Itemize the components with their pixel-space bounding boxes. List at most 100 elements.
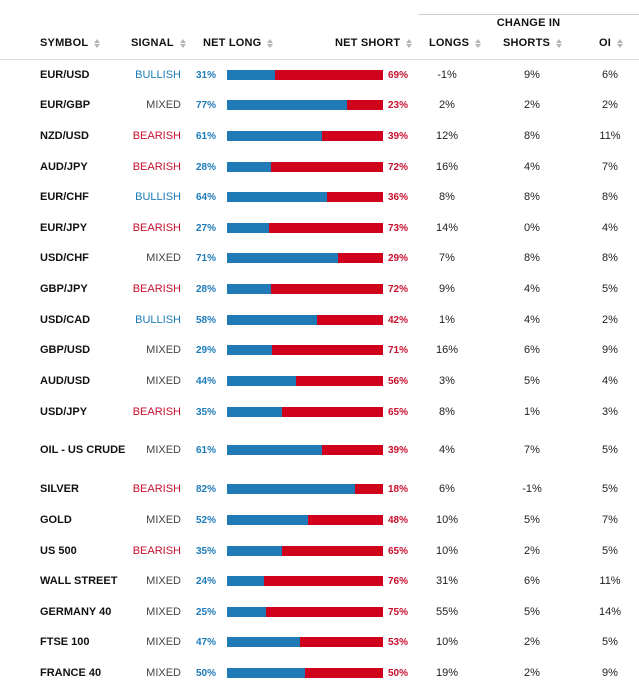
oi-change-cell: 7% [602, 161, 618, 173]
symbol-cell[interactable]: AUD/JPY [40, 161, 88, 173]
symbol-cell[interactable]: FTSE 100 [40, 636, 90, 648]
sentiment-bar [227, 223, 383, 233]
sort-icon[interactable] [406, 38, 413, 48]
oi-change-cell: 8% [602, 191, 618, 203]
table-row[interactable]: FTSE 100 MIXED 47% 53% 10% 2% 5% [0, 627, 639, 657]
oi-change-cell: 4% [602, 222, 618, 234]
net-long-fill [227, 515, 309, 525]
oi-change-cell: 5% [602, 283, 618, 295]
sentiment-bar [227, 637, 383, 647]
table-row[interactable]: AUD/JPY BEARISH 28% 72% 16% 4% 7% [0, 152, 639, 182]
table-row[interactable]: OIL - US CRUDE MIXED 61% 39% 4% 7% 5% [0, 430, 639, 470]
table-row[interactable]: EUR/GBP MIXED 77% 23% 2% 2% 2% [0, 90, 639, 120]
net-long-cell: 52% [195, 514, 216, 526]
header-net-short[interactable]: NET SHORT [335, 35, 413, 51]
table-row[interactable]: FRANCE 40 MIXED 50% 50% 19% 2% 9% [0, 658, 639, 688]
sort-icon[interactable] [617, 38, 624, 48]
sort-icon[interactable] [556, 38, 563, 48]
symbol-cell[interactable]: NZD/USD [40, 130, 89, 142]
sentiment-bar [227, 546, 383, 556]
symbol-cell[interactable]: EUR/JPY [40, 222, 88, 234]
symbol-cell[interactable]: GERMANY 40 [40, 606, 112, 618]
header-net-long-label: NET LONG [203, 37, 262, 49]
oi-change-cell: 8% [602, 252, 618, 264]
sort-icon[interactable] [94, 38, 101, 48]
header-shorts[interactable]: SHORTS [503, 35, 563, 51]
symbol-cell[interactable]: WALL STREET [40, 575, 118, 587]
net-short-cell: 39% [388, 130, 409, 142]
sentiment-bar [227, 576, 383, 586]
net-short-cell: 39% [388, 444, 409, 456]
net-long-fill [227, 576, 265, 586]
symbol-cell[interactable]: AUD/USD [40, 375, 91, 387]
signal-cell: BEARISH [132, 483, 181, 495]
header-longs[interactable]: LONGS [429, 35, 482, 51]
net-long-cell: 77% [195, 99, 216, 111]
symbol-cell[interactable]: USD/CAD [40, 314, 91, 326]
net-short-cell: 36% [388, 191, 409, 203]
header-signal[interactable]: SIGNAL [131, 35, 186, 51]
net-short-cell: 72% [388, 161, 409, 173]
header-symbol[interactable]: SYMBOL [40, 35, 101, 51]
net-long-cell: 28% [195, 283, 216, 295]
table-row[interactable]: WALL STREET MIXED 24% 76% 31% 6% 11% [0, 566, 639, 596]
net-long-fill [227, 253, 338, 263]
sentiment-bar [227, 484, 383, 494]
signal-cell: BULLISH [135, 69, 181, 81]
symbol-cell[interactable]: EUR/GBP [40, 99, 91, 111]
sentiment-bar [227, 192, 383, 202]
net-long-fill [227, 100, 348, 110]
header-net-short-label: NET SHORT [335, 37, 401, 49]
header-oi[interactable]: OI [599, 35, 624, 51]
table-row[interactable]: EUR/JPY BEARISH 27% 73% 14% 0% 4% [0, 213, 639, 243]
sentiment-bar [227, 284, 383, 294]
table-row[interactable]: USD/JPY BEARISH 35% 65% 8% 1% 3% [0, 397, 639, 427]
table-row[interactable]: GBP/USD MIXED 29% 71% 16% 6% 9% [0, 335, 639, 365]
table-row[interactable]: GBP/JPY BEARISH 28% 72% 9% 4% 5% [0, 274, 639, 304]
symbol-cell[interactable]: EUR/CHF [40, 191, 89, 203]
symbol-cell[interactable]: SILVER [40, 483, 79, 495]
table-row[interactable]: NZD/USD BEARISH 61% 39% 12% 8% 11% [0, 121, 639, 151]
symbol-cell[interactable]: US 500 [40, 545, 77, 557]
signal-cell: MIXED [146, 99, 181, 111]
table-row[interactable]: SILVER BEARISH 82% 18% 6% -1% 5% [0, 474, 639, 504]
net-short-cell: 48% [388, 514, 409, 526]
sort-icon[interactable] [179, 38, 186, 48]
symbol-cell[interactable]: USD/CHF [40, 252, 89, 264]
sort-icon[interactable] [475, 38, 482, 48]
oi-change-cell: 2% [602, 314, 618, 326]
symbol-cell[interactable]: GOLD [40, 514, 72, 526]
signal-cell: MIXED [146, 636, 181, 648]
signal-cell: MIXED [146, 375, 181, 387]
header-net-long[interactable]: NET LONG [203, 35, 274, 51]
table-row[interactable]: GERMANY 40 MIXED 25% 75% 55% 5% 14% [0, 597, 639, 627]
oi-change-cell: 7% [602, 514, 618, 526]
symbol-cell[interactable]: OIL - US CRUDE [40, 444, 126, 456]
table-row[interactable]: USD/CAD BULLISH 58% 42% 1% 4% 2% [0, 305, 639, 335]
shorts-change-cell: -1% [522, 483, 542, 495]
table-row[interactable]: EUR/USD BULLISH 31% 69% -1% 9% 6% [0, 60, 639, 90]
table-row[interactable]: EUR/CHF BULLISH 64% 36% 8% 8% 8% [0, 182, 639, 212]
oi-change-cell: 5% [602, 483, 618, 495]
net-long-fill [227, 162, 271, 172]
table-row[interactable]: GOLD MIXED 52% 48% 10% 5% 7% [0, 505, 639, 535]
symbol-cell[interactable]: GBP/JPY [40, 283, 88, 295]
shorts-change-cell: 5% [524, 514, 540, 526]
net-long-fill [227, 668, 305, 678]
table-row[interactable]: US 500 BEARISH 35% 65% 10% 2% 5% [0, 536, 639, 566]
signal-cell: BEARISH [132, 130, 181, 142]
symbol-cell[interactable]: USD/JPY [40, 406, 88, 418]
symbol-cell[interactable]: EUR/USD [40, 69, 90, 81]
table-row[interactable]: USD/CHF MIXED 71% 29% 7% 8% 8% [0, 243, 639, 273]
symbol-cell[interactable]: GBP/USD [40, 344, 91, 356]
shorts-change-cell: 2% [524, 545, 540, 557]
symbol-cell[interactable]: FRANCE 40 [40, 667, 102, 679]
sentiment-bar [227, 315, 383, 325]
net-long-cell: 27% [195, 222, 216, 234]
table-row[interactable]: AUD/USD MIXED 44% 56% 3% 5% 4% [0, 366, 639, 396]
net-short-cell: 76% [388, 575, 409, 587]
sort-icon[interactable] [267, 38, 274, 48]
longs-change-cell: 8% [439, 191, 455, 203]
change-in-group: CHANGE IN [418, 14, 639, 30]
